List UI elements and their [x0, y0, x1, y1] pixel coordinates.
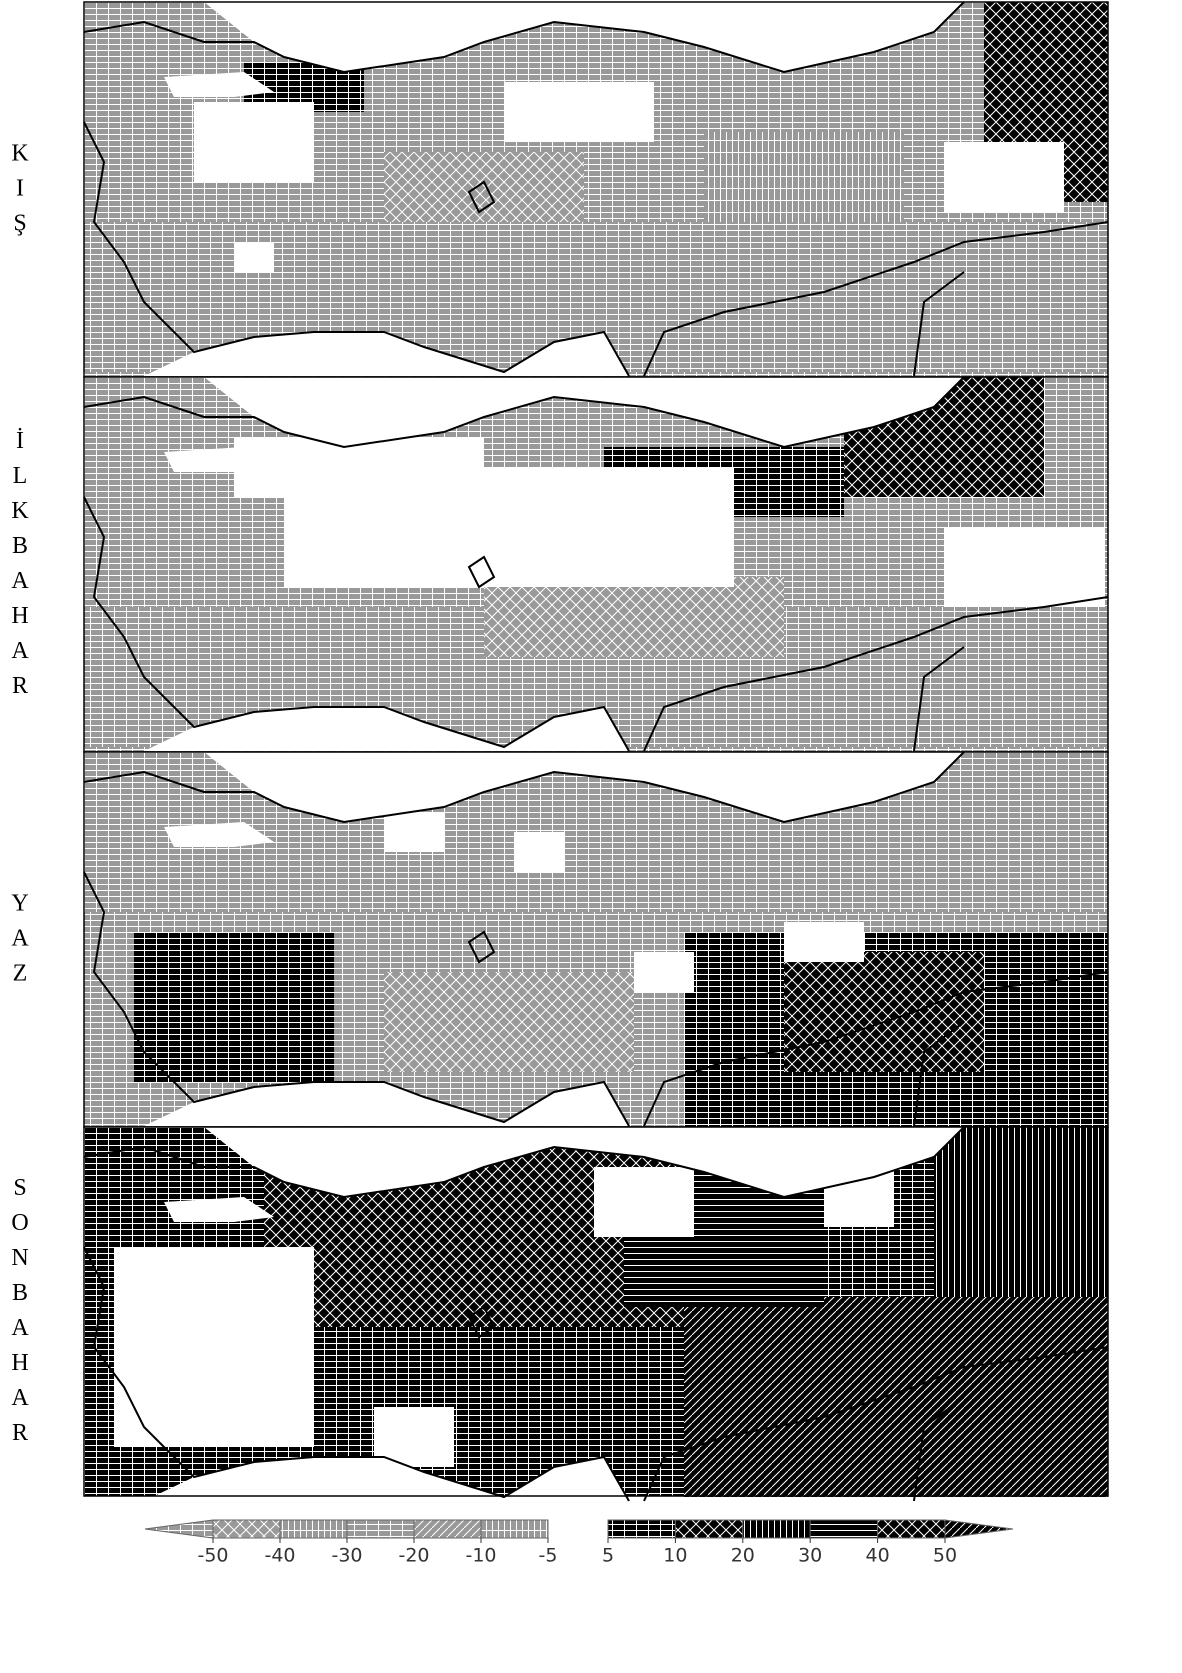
non-significant-area: [194, 102, 314, 182]
label-letter: A: [11, 1385, 29, 1411]
label-letter: A: [11, 638, 29, 664]
non-significant-area: [514, 832, 564, 872]
colorbar-tick-label: 50: [933, 1545, 957, 1567]
map-panel: [84, 2, 1108, 377]
label-letter: Z: [13, 960, 28, 986]
non-significant-area: [234, 242, 274, 272]
colorbar-segment: [414, 1520, 481, 1538]
colorbar-segment: [675, 1520, 742, 1538]
colorbar-tick-label: 30: [798, 1545, 822, 1567]
non-significant-area: [634, 952, 694, 992]
pattern-region: [704, 132, 904, 222]
pattern-region: [684, 1297, 1108, 1497]
colorbar-tick-label: -30: [331, 1545, 362, 1567]
colorbar-segment: [608, 1520, 675, 1538]
colorbar-segment: [347, 1520, 414, 1538]
map-panel: [84, 1127, 1108, 1501]
label-letter: R: [12, 673, 28, 699]
colorbar-tick-label: -20: [398, 1545, 429, 1567]
label-letter: A: [11, 568, 29, 594]
non-significant-area: [284, 467, 734, 587]
label-letter: O: [11, 1210, 28, 1236]
label-letter: K: [11, 498, 29, 524]
label-letter: R: [12, 1420, 28, 1446]
pattern-region: [384, 972, 634, 1072]
label-letter: B: [12, 1280, 28, 1306]
colorbar-tick-label: -10: [465, 1545, 496, 1567]
colorbar-tick-label: 20: [731, 1545, 755, 1567]
label-letter: H: [11, 1350, 28, 1376]
non-significant-area: [594, 1167, 694, 1237]
label-letter: I: [16, 175, 24, 201]
colorbar-segment: [810, 1520, 877, 1538]
colorbar-segment: [743, 1520, 810, 1538]
label-letter: Ş: [13, 210, 26, 236]
label-letter: B: [12, 533, 28, 559]
non-significant-area: [784, 922, 864, 962]
label-letter: Y: [11, 890, 28, 916]
label-letter: İ: [16, 428, 24, 454]
colorbar-extension: [945, 1520, 1013, 1538]
colorbar-tick-label: -50: [197, 1545, 228, 1567]
colorbar-tick-label: 5: [602, 1545, 614, 1567]
colorbar-tick-label: 40: [866, 1545, 890, 1567]
pattern-region: [784, 952, 984, 1072]
label-letter: L: [13, 463, 28, 489]
non-significant-area: [504, 82, 654, 142]
label-letter: A: [11, 1315, 29, 1341]
label-letter: S: [13, 1175, 26, 1201]
pattern-region: [934, 1127, 1108, 1297]
non-significant-area: [944, 142, 1064, 212]
colorbar-tick-label: 10: [663, 1545, 687, 1567]
non-significant-area: [114, 1247, 314, 1447]
pattern-region: [484, 577, 784, 657]
colorbar-tick-label: -40: [264, 1545, 295, 1567]
non-significant-area: [384, 812, 444, 852]
label-letter: N: [11, 1245, 28, 1271]
colorbar-segment: [481, 1520, 548, 1538]
label-letter: H: [11, 603, 28, 629]
colorbar-tick-label: -5: [539, 1545, 558, 1567]
colorbar-segment: [280, 1520, 347, 1538]
colorbar-segment: [878, 1520, 945, 1538]
map-panel: [84, 377, 1108, 752]
pattern-region: [134, 932, 334, 1082]
colorbar-segment: [213, 1520, 280, 1538]
label-letter: A: [11, 925, 29, 951]
map-panel: [84, 752, 1108, 1127]
figure: KIŞİLKBAHARYAZSONBAHAR-50-40-30-20-10-55…: [0, 0, 1182, 1673]
non-significant-area: [944, 527, 1104, 607]
label-letter: K: [11, 140, 29, 166]
colorbar-extension: [145, 1520, 213, 1538]
